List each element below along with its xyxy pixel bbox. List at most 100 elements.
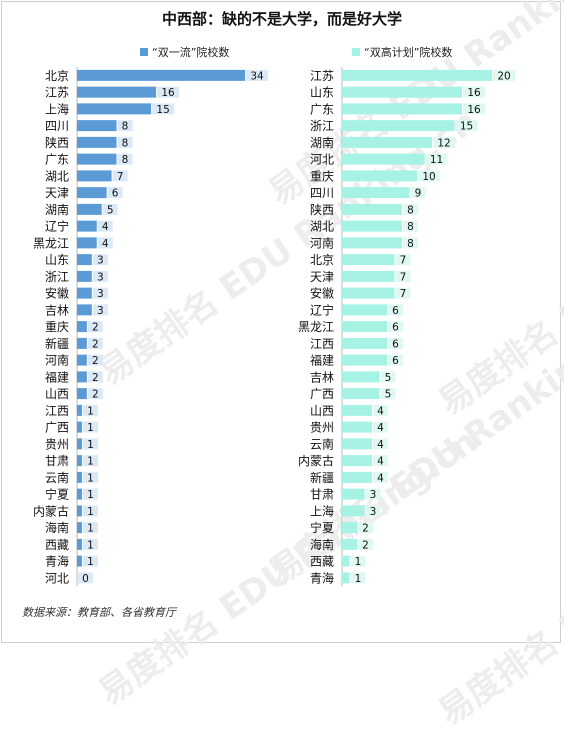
category-label-left: 天津 [45,186,69,200]
value-box-left [82,471,98,483]
bar-right [342,404,372,416]
value-box-right [358,522,373,534]
bar-right [342,120,455,132]
bar-right [342,103,462,115]
data-label-right: 7 [400,288,407,300]
value-box-left [112,170,128,182]
category-label-left: 江西 [45,404,69,418]
category-label-right: 山西 [310,404,334,418]
value-box-right [403,237,418,249]
value-box-left [117,120,133,132]
data-label-left: 2 [92,338,99,350]
bar-left [77,153,117,165]
category-label-left: 河北 [45,571,69,585]
data-label-left: 2 [92,372,99,384]
bar-left [77,103,152,115]
value-box-left [87,321,103,333]
bar-left [77,388,87,400]
data-label-right: 5 [385,389,392,401]
value-box-right [365,505,381,517]
legend-swatch-right [352,48,360,56]
data-label-right: 3 [370,506,377,518]
value-box-left [97,237,113,249]
data-label-left: 1 [87,422,94,434]
data-label-left: 4 [102,238,109,250]
data-label-left: 5 [107,204,114,216]
category-label-right: 河南 [310,235,334,250]
bar-right [342,388,380,400]
category-label-right: 黑龙江 [298,320,334,334]
data-label-right: 5 [385,372,392,384]
bar-left [77,220,97,232]
value-box-left [82,505,98,517]
data-label-left: 1 [87,539,94,551]
value-box-left [82,538,98,550]
category-label-right: 福建 [310,353,334,368]
data-label-left: 1 [87,556,94,568]
data-label-right: 7 [400,271,407,283]
value-box-right [463,103,485,115]
bar-left [77,170,112,182]
value-box-right [425,153,448,165]
data-label-right: 4 [377,439,384,451]
value-box-right [373,421,388,433]
legend-label-right: “双高计划”院校数 [364,45,452,59]
category-label-right: 北京 [310,253,334,267]
data-label-right: 4 [377,405,384,417]
category-label-left: 江苏 [45,86,69,100]
data-label-left: 2 [92,355,99,367]
data-label-right: 16 [467,104,481,116]
category-label-right: 天津 [310,270,334,284]
bar-right [342,421,372,433]
bar-right [342,337,387,349]
value-box-right [433,136,455,148]
bar-right [342,237,402,249]
category-label-left: 新疆 [45,336,69,351]
bar-left [77,354,87,366]
bar-right [342,371,380,383]
chart-title: 中西部：缺的不是大学，而是好大学 [161,10,402,28]
value-box-right [403,220,418,232]
bar-left [77,321,87,333]
data-label-left: 1 [87,523,94,535]
legend-label-left: “双一流”院校数 [152,45,229,59]
value-box-left [117,153,133,165]
value-box-left [97,220,113,232]
category-label-right: 安徽 [310,286,334,301]
category-label-left: 海南 [45,520,69,535]
value-box-left [78,572,93,584]
value-box-right [418,170,440,182]
value-box-right [388,354,403,366]
data-label-left: 1 [87,472,94,484]
bar-left [77,270,92,282]
bar-left [77,69,245,81]
data-label-left: 3 [97,305,104,317]
value-box-right [373,438,388,450]
data-source-note: 数据来源：教育部、各省教育厅 [22,606,176,619]
data-label-right: 10 [422,171,435,183]
category-label-right: 宁夏 [310,520,334,535]
data-label-right: 1 [355,573,362,585]
category-label-left: 浙江 [45,270,69,284]
data-label-right: 3 [370,489,377,501]
bar-right [342,153,425,165]
value-box-left [82,555,98,567]
value-box-right [373,455,388,467]
bar-left [77,203,102,215]
category-label-right: 广东 [310,102,334,116]
category-label-right: 甘肃 [310,488,334,502]
bar-left [77,371,87,383]
data-label-left: 34 [250,70,264,82]
bar-right [342,304,387,316]
value-box-left [82,455,98,467]
data-label-right: 4 [377,422,384,434]
category-label-right: 海南 [310,537,334,552]
bar-right [342,203,402,215]
data-label-left: 1 [87,405,94,417]
value-box-right [373,404,388,416]
category-label-right: 吉林 [310,370,334,384]
data-label-right: 6 [392,355,399,367]
category-label-left: 福建 [45,369,69,384]
data-label-right: 2 [362,523,369,535]
